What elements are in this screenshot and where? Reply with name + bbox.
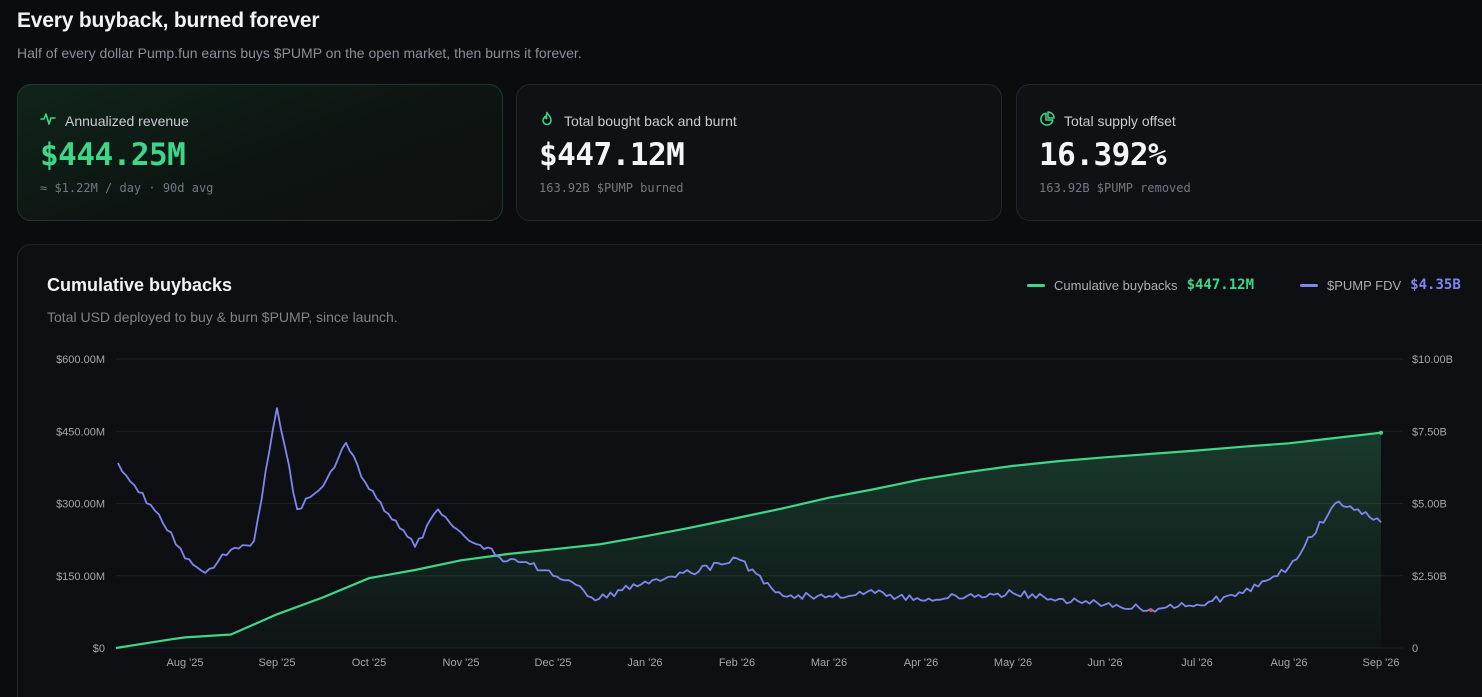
stat-label: Annualized revenue bbox=[65, 112, 189, 129]
x-tick-label: May '26 bbox=[994, 657, 1032, 669]
legend-value: $4.35B bbox=[1410, 277, 1461, 293]
x-tick-label: Sep '26 bbox=[1363, 657, 1400, 669]
stat-subtext: 163.92B $PUMP removed bbox=[1039, 181, 1191, 195]
pie-chart-icon bbox=[1039, 111, 1055, 130]
legend-swatch bbox=[1027, 283, 1045, 287]
y-left-tick-label: $300.00M bbox=[56, 499, 105, 511]
stat-label: Total bought back and burnt bbox=[564, 112, 737, 129]
y-left-tick-label: $150.00M bbox=[56, 571, 105, 583]
x-tick-label: Nov '25 bbox=[443, 657, 480, 669]
stat-value: $447.12M bbox=[539, 137, 685, 173]
fdv-low-marker bbox=[1149, 608, 1153, 613]
cumulative-buybacks-endpoint bbox=[1379, 430, 1383, 435]
x-tick-label: Aug '25 bbox=[167, 657, 204, 669]
pulse-icon bbox=[40, 111, 56, 130]
x-tick-label: Jan '26 bbox=[627, 657, 662, 669]
y-right-tick-label: 0 bbox=[1412, 643, 1418, 655]
stat-card-supply-offset: Total supply offset 16.392% 163.92B $PUM… bbox=[1016, 84, 1482, 221]
flame-icon bbox=[539, 111, 555, 130]
y-right-tick-label: $7.50B bbox=[1412, 426, 1447, 438]
stat-subtext: 163.92B $PUMP burned bbox=[539, 181, 684, 195]
x-tick-label: Oct '25 bbox=[352, 657, 387, 669]
pump-fdv-line[interactable] bbox=[117, 407, 1382, 613]
y-right-tick-label: $5.00B bbox=[1412, 499, 1447, 511]
stat-card-total-burnt: Total bought back and burnt $447.12M 163… bbox=[516, 84, 1002, 221]
page-subtitle: Half of every dollar Pump.fun earns buys… bbox=[17, 45, 582, 61]
stat-value: $444.25M bbox=[40, 137, 186, 173]
x-tick-label: Jul '26 bbox=[1181, 657, 1212, 669]
legend-item-cumulative-buybacks[interactable]: Cumulative buybacks $447.12M bbox=[1027, 277, 1254, 293]
x-tick-label: Sep '25 bbox=[259, 657, 296, 669]
page-title: Every buyback, burned forever bbox=[17, 9, 320, 32]
legend-item-pump-fdv[interactable]: $PUMP FDV $4.35B bbox=[1300, 277, 1461, 293]
x-tick-label: Aug '26 bbox=[1271, 657, 1308, 669]
y-left-tick-label: $0 bbox=[93, 643, 105, 655]
y-right-tick-label: $2.50B bbox=[1412, 571, 1447, 583]
y-left-tick-label: $450.00M bbox=[56, 426, 105, 438]
legend-value: $447.12M bbox=[1186, 277, 1254, 293]
x-tick-label: Jun '26 bbox=[1087, 657, 1122, 669]
stat-subtext: ≈ $1.22M / day · 90d avg bbox=[40, 181, 214, 195]
x-tick-label: Dec '25 bbox=[535, 657, 572, 669]
stat-label: Total supply offset bbox=[1064, 112, 1176, 129]
chart-subtitle: Total USD deployed to buy & burn $PUMP, … bbox=[47, 309, 398, 325]
chart-title: Cumulative buybacks bbox=[47, 275, 233, 295]
y-right-tick-label: $10.00B bbox=[1412, 354, 1453, 366]
x-tick-label: Feb '26 bbox=[719, 657, 755, 669]
legend-label: Cumulative buybacks bbox=[1054, 277, 1178, 293]
cumulative-buybacks-area bbox=[116, 432, 1381, 648]
x-tick-label: Apr '26 bbox=[904, 657, 939, 669]
y-left-tick-label: $600.00M bbox=[56, 354, 105, 366]
stat-value: 16.392% bbox=[1039, 137, 1167, 173]
cumulative-buybacks-line[interactable] bbox=[115, 431, 1382, 650]
x-tick-label: Mar '26 bbox=[811, 657, 847, 669]
legend-swatch bbox=[1300, 283, 1318, 287]
legend-label: $PUMP FDV bbox=[1327, 277, 1402, 293]
stat-card-annualized-revenue: Annualized revenue $444.25M ≈ $1.22M / d… bbox=[17, 84, 503, 221]
